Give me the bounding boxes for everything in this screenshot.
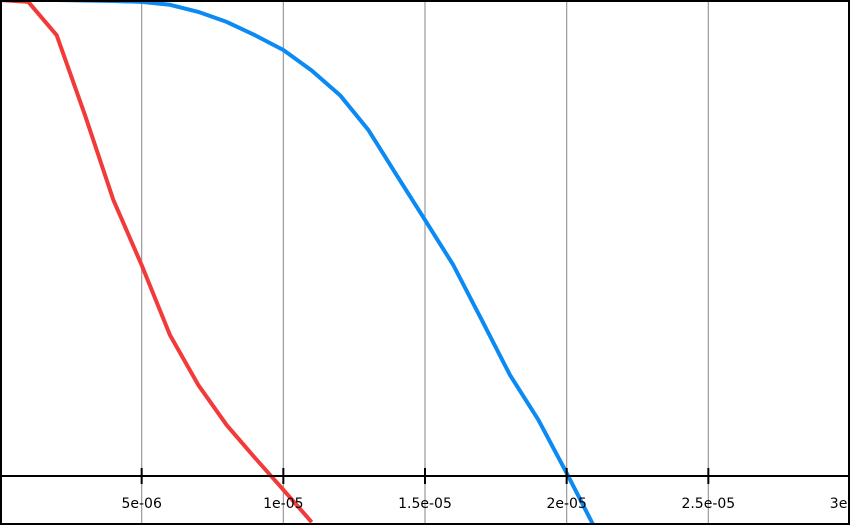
grid	[141, 0, 850, 525]
series-line	[0, 0, 596, 525]
x-tick-label: 5e-06	[121, 496, 161, 512]
x-tick-label: 1e-05	[263, 496, 303, 512]
axes: 5e-06 1e-05 1.5e-05 2e-05 2.5e-05 3e-05	[0, 467, 850, 512]
plot-area	[0, 0, 596, 525]
x-tick-label: 1.5e-05	[398, 496, 452, 512]
x-tick-label: 3e-05	[830, 496, 850, 512]
x-tick-label: 2.5e-05	[681, 496, 735, 512]
series-line	[0, 0, 314, 524]
x-tick-label: 2e-05	[546, 496, 586, 512]
